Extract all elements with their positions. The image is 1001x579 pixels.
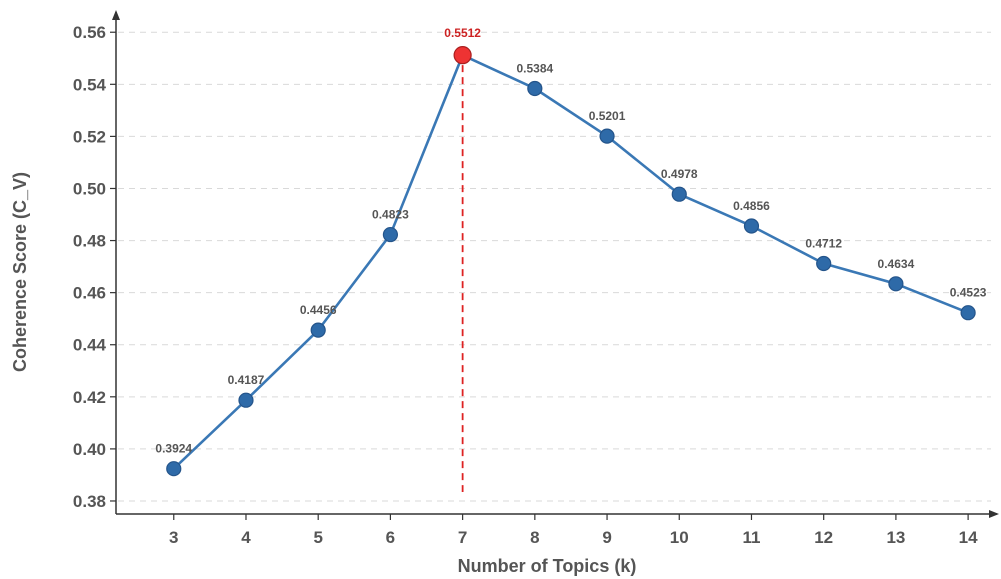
tick-labels: 0.38 0.40 0.42 0.44 0.46 0.48 0.50 0.52 0.54 0.56… bbox=[73, 23, 978, 547]
x-tick-label: 5 bbox=[313, 528, 322, 547]
data-value-label: 0.5384 bbox=[516, 61, 553, 75]
data-point-marker bbox=[960, 305, 976, 321]
y-tick-label: 0.52 bbox=[73, 127, 106, 146]
data-point-marker bbox=[310, 322, 326, 338]
data-value-label: 0.4978 bbox=[661, 167, 698, 181]
x-axis-title: Number of Topics (k) bbox=[458, 556, 637, 576]
y-axis-arrow bbox=[112, 10, 120, 20]
x-tick-label: 11 bbox=[742, 528, 760, 547]
series-group bbox=[166, 46, 976, 477]
y-tick-label: 0.56 bbox=[73, 23, 106, 42]
y-tick-label: 0.40 bbox=[73, 440, 106, 459]
y-tick-label: 0.42 bbox=[73, 388, 106, 407]
data-value-label: 0.4634 bbox=[878, 257, 915, 271]
data-point-marker bbox=[743, 218, 760, 234]
data-value-label: 0.4856 bbox=[733, 199, 770, 213]
y-tick-label: 0.54 bbox=[73, 75, 107, 94]
y-tick-label: 0.46 bbox=[73, 284, 106, 303]
data-value-label: 0.5201 bbox=[589, 109, 626, 123]
data-point-marker bbox=[382, 226, 399, 243]
data-value-label: 0.3924 bbox=[155, 442, 192, 456]
x-tick-label: 13 bbox=[886, 528, 905, 547]
y-axis-title: Coherence Score (C_V) bbox=[10, 172, 30, 372]
data-point-marker bbox=[238, 392, 254, 408]
y-tick-label: 0.50 bbox=[73, 179, 106, 198]
x-tick-label: 7 bbox=[458, 528, 467, 547]
data-point-marker bbox=[816, 255, 832, 272]
axes bbox=[110, 10, 999, 520]
y-tick-label: 0.38 bbox=[73, 492, 106, 511]
y-tick-label: 0.44 bbox=[73, 336, 107, 355]
data-value-label: 0.4823 bbox=[372, 208, 409, 222]
x-tick-label: 9 bbox=[602, 528, 611, 547]
series-line bbox=[172, 53, 969, 470]
x-tick-label: 6 bbox=[386, 528, 395, 547]
x-tick-label: 12 bbox=[814, 528, 833, 547]
x-tick-label: 10 bbox=[670, 528, 689, 547]
data-value-label: 0.4712 bbox=[805, 236, 842, 250]
x-axis-arrow bbox=[989, 510, 999, 518]
data-point-marker bbox=[166, 461, 182, 477]
peak-point-marker bbox=[453, 46, 472, 65]
y-tick-label: 0.48 bbox=[73, 232, 106, 251]
data-point-marker bbox=[599, 128, 615, 144]
data-point-marker bbox=[888, 276, 904, 292]
x-tick-label: 3 bbox=[169, 528, 178, 547]
data-point-marker bbox=[527, 80, 543, 97]
data-point-marker bbox=[671, 186, 687, 202]
data-value-label: 0.4523 bbox=[950, 286, 987, 300]
data-value-label: 0.4456 bbox=[300, 303, 337, 317]
x-tick-label: 4 bbox=[241, 528, 251, 547]
peak-value-label: 0.5512 bbox=[444, 26, 481, 40]
gridlines bbox=[118, 31, 991, 502]
x-tick-label: 14 bbox=[959, 528, 978, 547]
data-labels: 0.3924 0.4187 0.4456 0.4823 0.5512 0.5384 0.52… bbox=[155, 26, 986, 456]
x-tick-label: 8 bbox=[530, 528, 539, 547]
data-value-label: 0.4187 bbox=[228, 373, 265, 387]
